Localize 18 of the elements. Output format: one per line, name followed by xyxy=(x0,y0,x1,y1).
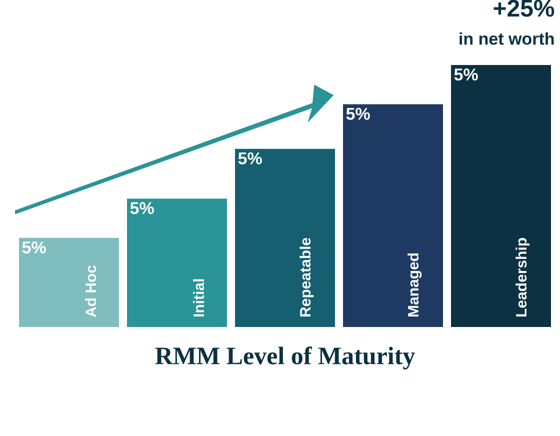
bar xyxy=(127,198,227,327)
x-axis-title: RMM Level of Maturity xyxy=(155,346,415,370)
bar xyxy=(342,104,443,327)
x-tick-label: Managed xyxy=(408,253,422,316)
bar xyxy=(235,148,335,327)
annotation: 5% xyxy=(346,108,370,120)
annotation: 5% xyxy=(130,202,154,214)
annotation: 5% xyxy=(454,68,478,81)
x-tick-label: Initial xyxy=(193,279,204,316)
annotation: 5% xyxy=(22,241,46,254)
x-tick-label: Repeatable xyxy=(300,238,314,316)
text: in net worth xyxy=(460,32,554,45)
bar xyxy=(19,238,120,327)
annotation: 5% xyxy=(238,152,262,164)
x-tick-label: Ad Hoc xyxy=(85,265,96,318)
x-tick-label: Leadership xyxy=(516,238,530,316)
text: +25% xyxy=(494,0,554,17)
bar xyxy=(450,64,551,327)
